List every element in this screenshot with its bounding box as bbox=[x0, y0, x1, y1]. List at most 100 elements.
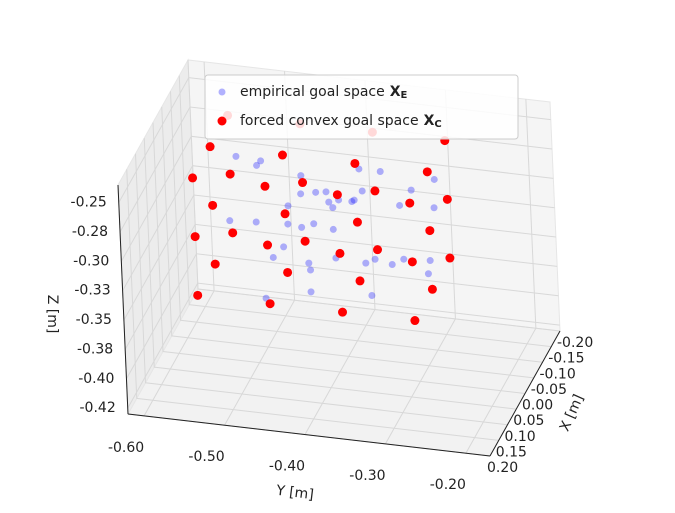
empirical-point bbox=[310, 220, 318, 228]
convex-point bbox=[427, 284, 437, 294]
legend-marker bbox=[217, 116, 227, 126]
empirical-point bbox=[322, 188, 330, 196]
empirical-point bbox=[232, 152, 240, 160]
empirical-point bbox=[307, 266, 315, 274]
convex-point bbox=[355, 276, 365, 286]
convex-point bbox=[332, 190, 342, 200]
grid-line bbox=[120, 135, 554, 262]
y-tick-label: -0.40 bbox=[269, 459, 305, 475]
empirical-point bbox=[253, 161, 261, 169]
y-tick-label: -0.30 bbox=[349, 468, 385, 484]
empirical-point bbox=[280, 243, 288, 251]
convex-point bbox=[277, 150, 287, 160]
empirical-point bbox=[348, 198, 356, 206]
convex-point bbox=[280, 209, 290, 219]
convex-point bbox=[300, 236, 310, 246]
z-tick-label: -0.38 bbox=[77, 341, 113, 357]
convex-point bbox=[335, 248, 345, 258]
grid-line bbox=[127, 282, 560, 409]
convex-point bbox=[352, 217, 362, 227]
x-tick-label: -0.15 bbox=[548, 351, 584, 367]
legend-box bbox=[204, 74, 519, 140]
x-axis-label: X [m] bbox=[557, 392, 587, 434]
z-tick-label: -0.35 bbox=[76, 312, 112, 328]
convex-point bbox=[373, 245, 383, 255]
z-tick-label: -0.42 bbox=[80, 400, 116, 416]
convex-point bbox=[208, 200, 218, 210]
z-axis-label: Z [m] bbox=[44, 295, 60, 334]
empirical-point bbox=[252, 218, 260, 226]
empirical-point bbox=[388, 261, 396, 269]
empirical-point bbox=[312, 188, 320, 196]
empirical-point bbox=[430, 175, 438, 183]
grid-line bbox=[122, 165, 555, 291]
y-tick-label: -0.60 bbox=[108, 440, 144, 456]
empirical-point bbox=[424, 270, 432, 278]
convex-point bbox=[260, 181, 270, 191]
convex-point bbox=[228, 228, 238, 238]
legend-symbol: X bbox=[424, 113, 435, 129]
convex-point bbox=[338, 307, 348, 317]
convex-point bbox=[263, 240, 273, 250]
empirical-point bbox=[226, 217, 234, 225]
convex-point bbox=[190, 232, 200, 242]
grid-line bbox=[124, 223, 558, 350]
empirical-point bbox=[329, 225, 337, 233]
convex-point bbox=[422, 167, 432, 177]
legend-label: forced convex goal space XC bbox=[240, 113, 442, 130]
convex-point bbox=[210, 259, 220, 269]
legend-subscript: E bbox=[401, 90, 408, 101]
legend-symbol: X bbox=[390, 84, 401, 100]
legend-name: forced convex goal space bbox=[240, 113, 419, 129]
grid bbox=[117, 59, 561, 457]
convex-point bbox=[350, 158, 360, 168]
grid-line bbox=[123, 194, 556, 321]
empirical-point bbox=[284, 202, 292, 210]
legend-subscript: C bbox=[434, 119, 441, 130]
legend-marker bbox=[218, 88, 226, 96]
empirical-point bbox=[297, 190, 305, 198]
x-tick-label: -0.05 bbox=[531, 382, 567, 398]
z-tick-label: -0.40 bbox=[78, 371, 114, 387]
empirical-point bbox=[257, 157, 265, 165]
y-tick-label: -0.20 bbox=[430, 477, 466, 493]
convex-point bbox=[225, 169, 235, 179]
convex-point bbox=[405, 198, 415, 208]
empirical-point bbox=[350, 196, 358, 204]
x-tick-label: -0.10 bbox=[540, 366, 576, 382]
convex-point bbox=[410, 316, 420, 326]
empirical-point bbox=[376, 167, 384, 175]
z-tick-label: -0.25 bbox=[71, 195, 107, 211]
empirical-point bbox=[358, 187, 366, 195]
x-tick-label: -0.20 bbox=[557, 335, 593, 351]
x-tick-label: 0.05 bbox=[513, 413, 544, 429]
x-tick-label: 0.00 bbox=[522, 398, 553, 414]
convex-point bbox=[407, 257, 417, 267]
convex-point bbox=[283, 267, 293, 277]
y-axis-label: Y [m] bbox=[274, 483, 314, 504]
convex-point bbox=[442, 194, 452, 204]
legend-label: empirical goal space XE bbox=[240, 84, 408, 101]
y-tick-label: -0.50 bbox=[188, 449, 224, 465]
empirical-point bbox=[297, 172, 305, 180]
empirical-point bbox=[284, 220, 292, 228]
convex-point bbox=[445, 253, 455, 263]
convex-point bbox=[425, 226, 435, 236]
empirical-point bbox=[371, 255, 379, 263]
empirical-point bbox=[325, 198, 333, 206]
empirical-point bbox=[307, 288, 315, 296]
convex-point bbox=[188, 173, 198, 183]
x-tick-label: 0.10 bbox=[505, 429, 536, 445]
convex-point bbox=[205, 142, 215, 152]
z-tick-label: -0.28 bbox=[72, 224, 108, 240]
empirical-point bbox=[407, 186, 415, 194]
legend-name: empirical goal space bbox=[240, 84, 385, 100]
x-tick-label: 0.20 bbox=[487, 460, 518, 476]
grid-line bbox=[126, 253, 559, 380]
empirical-point bbox=[298, 223, 306, 231]
empirical-point bbox=[269, 253, 277, 261]
convex-point bbox=[298, 178, 308, 188]
empirical-point bbox=[426, 257, 434, 265]
